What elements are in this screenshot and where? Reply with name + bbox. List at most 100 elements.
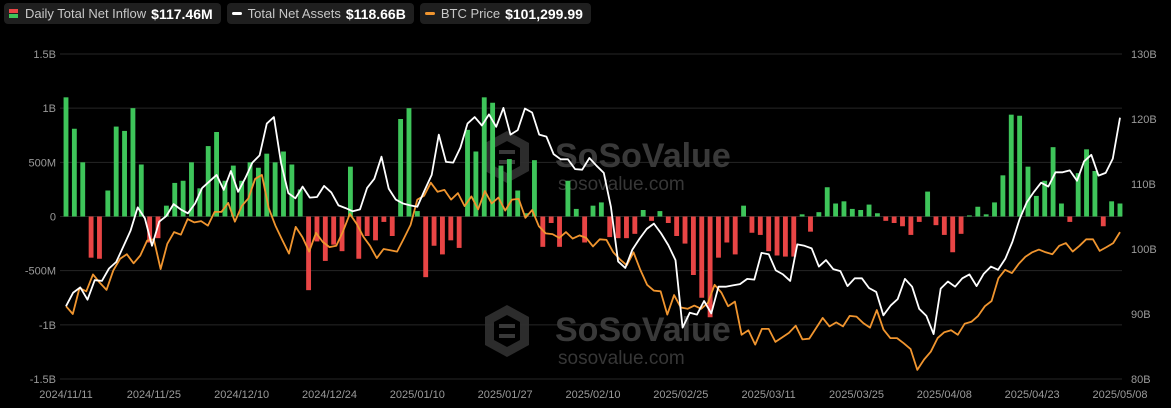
inflow-bar <box>1050 147 1056 217</box>
inflow-bar <box>97 216 102 259</box>
right-axis-labels: 130B 120B 110B 100B 90B 80B <box>1131 49 1157 386</box>
inflow-bar <box>1059 203 1064 217</box>
inflow-bar <box>757 216 763 235</box>
inflow-bar <box>690 216 696 275</box>
inflow-bar <box>490 102 496 217</box>
inflow-bar <box>933 216 939 226</box>
inflow-bar <box>573 208 579 217</box>
inflow-bar <box>883 216 889 221</box>
y-left-tick: -500M <box>25 266 56 278</box>
inflow-bar <box>665 216 671 223</box>
x-tick: 2025/01/10 <box>390 389 445 401</box>
legend-btc-value: $101,299.99 <box>505 5 583 22</box>
inflow-bar <box>1008 114 1014 217</box>
inflow-bar <box>607 216 613 238</box>
watermark-brand-2: SoSoValue <box>555 311 731 349</box>
inflow-bar <box>523 213 529 217</box>
inflow-bar <box>732 216 738 255</box>
inflow-bar <box>1075 173 1081 217</box>
inflow-bar <box>398 119 404 217</box>
inflow-bar <box>473 151 479 217</box>
inflow-bar <box>1092 171 1098 217</box>
inflow-bar <box>289 164 295 217</box>
y-left-tick: -1.5B <box>30 374 56 386</box>
inflow-bar <box>900 216 905 227</box>
y-left-tick: 1B <box>43 103 56 115</box>
y-right-tick: 130B <box>1131 49 1157 61</box>
legend-inflow[interactable]: Daily Total Net Inflow $117.46M <box>4 3 221 24</box>
inflow-bar <box>347 166 353 217</box>
x-tick: 2025/03/25 <box>829 389 884 401</box>
inflow-bar <box>172 182 178 217</box>
inflow-bar <box>866 204 872 217</box>
inflow-bar <box>515 190 521 217</box>
inflow-bar <box>657 211 663 217</box>
legend-assets-label: Total Net Assets <box>247 6 341 21</box>
inflow-bar <box>465 129 470 217</box>
inflow-bar <box>582 216 588 243</box>
btc-swatch-icon <box>424 12 435 15</box>
inflow-bar <box>373 216 378 241</box>
inflow-bar <box>598 202 604 217</box>
inflow-bar <box>941 216 947 235</box>
inflow-bar <box>80 162 86 217</box>
x-tick: 2024/12/10 <box>214 389 269 401</box>
inflow-bar <box>281 151 286 217</box>
inflow-bar <box>557 216 562 247</box>
inflow-bar <box>113 126 119 217</box>
inflow-bar <box>63 97 69 217</box>
legend-assets[interactable]: Total Net Assets $118.66B <box>226 3 414 24</box>
inflow-bar <box>824 187 830 217</box>
y-left-tick: 500M <box>28 157 56 169</box>
inflow-bar <box>766 216 772 252</box>
legend-btc[interactable]: BTC Price $101,299.99 <box>419 3 591 24</box>
y-right-tick: 90B <box>1131 309 1151 321</box>
inflow-bar <box>414 211 420 217</box>
inflow-bar <box>632 216 638 234</box>
inflow-bar <box>1117 203 1123 217</box>
inflow-bar <box>975 206 981 217</box>
x-tick: 2025/01/27 <box>478 389 533 401</box>
inflow-bar <box>105 190 111 217</box>
watermark-logo-icon-2 <box>485 305 529 357</box>
legend-assets-value: $118.66B <box>345 5 406 22</box>
inflow-bar <box>741 205 746 217</box>
inflow-bar <box>749 216 755 233</box>
inflow-bar <box>707 216 713 318</box>
chart-legend: Daily Total Net Inflow $117.46M Total Ne… <box>4 3 591 24</box>
legend-btc-label: BTC Price <box>440 6 501 21</box>
legend-inflow-label: Daily Total Net Inflow <box>25 6 147 21</box>
inflow-bar <box>1033 195 1039 217</box>
watermark-logo-icon <box>485 131 529 183</box>
inflow-bar <box>314 216 320 242</box>
inflow-bar <box>1100 216 1106 227</box>
inflow-bar <box>189 162 194 217</box>
inflow-bar <box>230 165 236 217</box>
inflow-bar <box>908 216 914 235</box>
inflow-bar <box>88 216 94 258</box>
inflow-bar <box>138 164 144 217</box>
y-right-tick: 110B <box>1131 179 1156 191</box>
inflow-bar <box>799 214 805 217</box>
inflow-bar <box>1084 149 1089 217</box>
inflow-bar <box>406 108 412 217</box>
inflow-bar <box>624 216 629 239</box>
x-tick: 2024/11/25 <box>127 389 181 401</box>
x-tick: 2025/04/23 <box>1005 389 1060 401</box>
inflow-bar <box>1109 201 1115 217</box>
inflow-bar <box>364 216 370 236</box>
inflow-bar <box>506 159 512 217</box>
inflow-bar <box>322 216 328 261</box>
inflow-bar <box>640 210 646 217</box>
inflow-bar <box>381 216 387 222</box>
inflow-bar <box>448 216 454 241</box>
inflow-bar <box>774 216 780 256</box>
inflow-bar <box>180 180 186 217</box>
inflow-bar <box>331 216 337 245</box>
x-tick: 2025/04/08 <box>917 389 972 401</box>
inflow-bar <box>983 214 989 217</box>
inflow-bar <box>498 165 504 217</box>
watermark-top: SoSoValue sosovalue.com <box>485 131 731 195</box>
x-tick: 2025/05/08 <box>1092 389 1147 401</box>
